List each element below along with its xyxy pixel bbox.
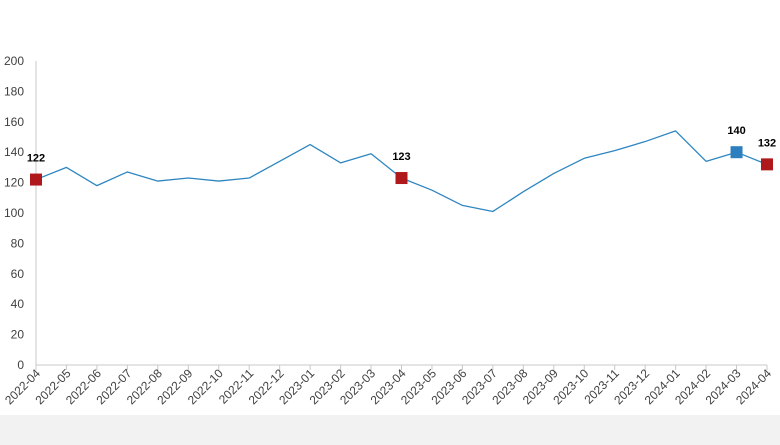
highlight-marker xyxy=(730,146,743,159)
y-tick-label: 160 xyxy=(4,115,24,129)
y-tick-label: 60 xyxy=(11,267,25,281)
y-tick-label: 100 xyxy=(4,206,24,220)
y-axis: 0 20 40 60 80 100 120 140 160 180 200 xyxy=(4,54,37,372)
y-tick-label: 120 xyxy=(4,176,24,190)
y-tick-label: 140 xyxy=(4,145,24,159)
y-tick-label: 200 xyxy=(4,54,24,68)
highlight-marker xyxy=(30,173,42,186)
y-tick-label: 40 xyxy=(11,297,25,311)
highlight-marker xyxy=(395,172,408,185)
y-tick-label: 80 xyxy=(11,236,25,250)
data-label: 122 xyxy=(27,153,45,165)
data-label: 140 xyxy=(727,125,745,137)
y-tick-label: 0 xyxy=(17,358,24,372)
plot-background xyxy=(0,0,780,415)
data-label: 123 xyxy=(392,151,410,163)
data-label: 132 xyxy=(758,137,776,149)
y-tick-label: 20 xyxy=(11,328,25,342)
marker-layer: 122 123 140 132 xyxy=(27,125,776,186)
highlight-marker xyxy=(761,158,773,171)
y-tick-label: 180 xyxy=(4,84,24,98)
